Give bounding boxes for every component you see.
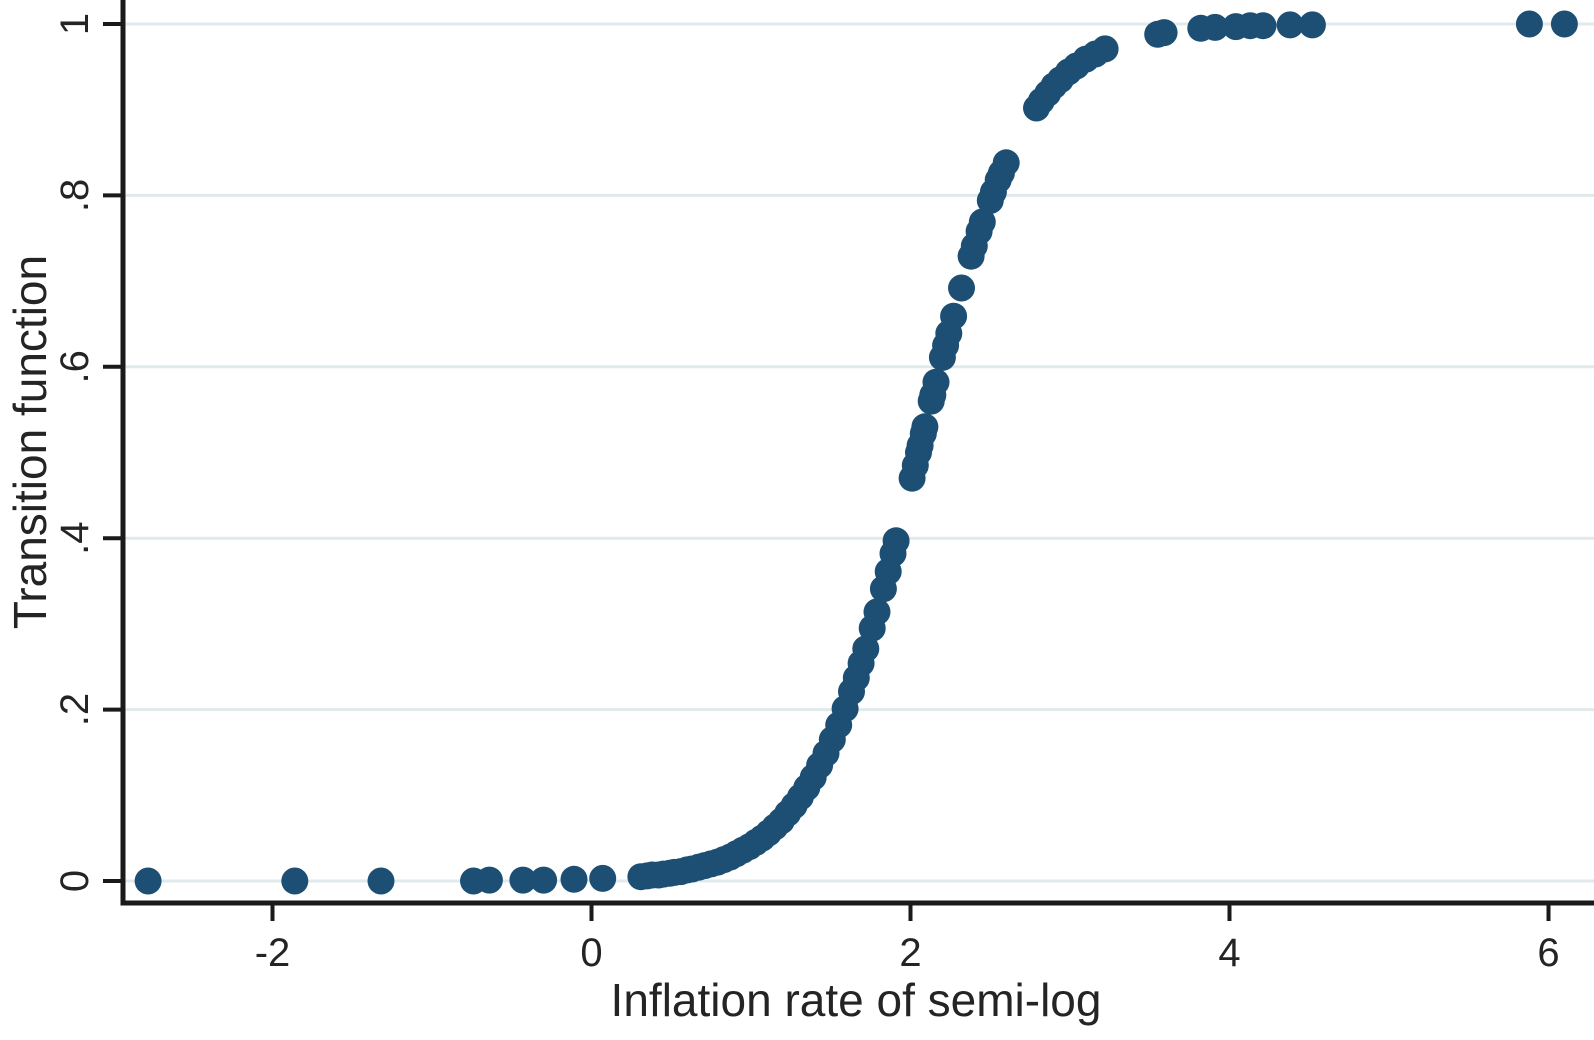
data-point	[1091, 35, 1119, 63]
y-tick-label: 1	[53, 13, 97, 35]
tick-marks	[103, 22, 1551, 921]
data-points	[134, 10, 1578, 895]
data-point	[911, 413, 939, 441]
data-point	[1249, 12, 1277, 40]
axes	[120, 0, 1594, 906]
y-tick-labels: 0 .2 .4 .6 .8 1	[53, 13, 97, 892]
data-point	[992, 149, 1020, 177]
y-tick-label: .6	[53, 350, 97, 383]
data-point	[882, 527, 910, 555]
y-tick-label: .2	[53, 693, 97, 726]
x-tick-labels: -2 0 2 4 6	[255, 931, 1560, 975]
data-point	[509, 866, 537, 894]
x-tick-label: 2	[899, 931, 921, 975]
x-tick-label: 4	[1218, 931, 1240, 975]
data-point	[475, 866, 503, 894]
data-point	[134, 867, 162, 895]
data-point	[1201, 13, 1229, 41]
data-point	[1515, 10, 1543, 38]
x-tick-label: -2	[255, 931, 291, 975]
data-point	[367, 867, 395, 895]
data-point	[922, 368, 950, 396]
data-point	[1550, 10, 1578, 38]
y-tick-label: 0	[53, 870, 97, 892]
data-point	[1298, 11, 1326, 39]
data-point	[948, 274, 975, 302]
data-point	[281, 867, 309, 895]
gridlines	[121, 22, 1594, 883]
x-axis-title: Inflation rate of semi-log	[611, 974, 1102, 1026]
y-tick-label: .4	[53, 522, 97, 555]
data-point	[1150, 19, 1178, 47]
x-tick-label: 0	[580, 931, 602, 975]
data-point	[530, 866, 558, 894]
data-point	[560, 865, 588, 893]
y-axis-title: Transition function	[4, 255, 56, 629]
data-point	[968, 208, 996, 236]
data-point	[863, 598, 891, 626]
data-point	[940, 302, 968, 330]
data-point	[1276, 11, 1304, 39]
data-point	[852, 635, 880, 663]
data-point	[589, 864, 617, 892]
y-tick-label: .8	[53, 179, 97, 212]
x-tick-label: 6	[1537, 931, 1559, 975]
